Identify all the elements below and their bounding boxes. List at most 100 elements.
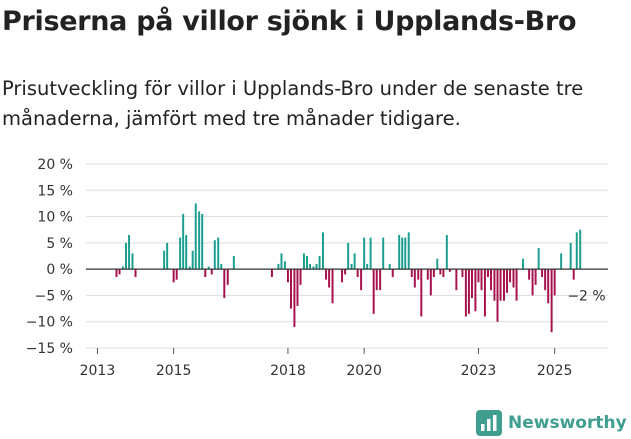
bar	[496, 269, 499, 322]
bar-chart-logo-icon	[476, 410, 502, 436]
bar	[375, 269, 378, 291]
bar	[407, 232, 410, 270]
y-tick-label: −5 %	[35, 288, 73, 304]
bar	[270, 269, 273, 278]
bar	[232, 256, 235, 270]
bar	[499, 269, 502, 301]
bar	[366, 263, 369, 270]
x-tick-label: 2015	[156, 363, 192, 379]
bar	[347, 242, 350, 270]
y-tick-label: 5 %	[46, 236, 73, 252]
bar	[569, 242, 572, 270]
bar	[223, 269, 226, 299]
bar	[522, 258, 525, 270]
bar	[531, 269, 534, 296]
bar	[486, 269, 489, 278]
bar	[382, 237, 385, 270]
bar	[185, 234, 188, 270]
bar	[388, 263, 391, 270]
bar	[391, 269, 394, 278]
bar	[204, 269, 207, 278]
bar	[315, 263, 318, 270]
y-tick-label: −10 %	[26, 315, 73, 331]
bar	[436, 258, 439, 270]
bar	[442, 269, 445, 278]
x-tick-label: 2020	[346, 363, 382, 379]
y-tick-label: −15 %	[26, 341, 73, 357]
bar	[277, 263, 280, 270]
x-axis: 2013 2015 2018 2020 2023 2025	[80, 348, 573, 379]
newsworthy-logo: Newsworthy	[476, 410, 627, 436]
bar	[464, 269, 467, 317]
bar	[220, 263, 223, 270]
bar	[579, 229, 582, 270]
bar	[296, 269, 299, 306]
bar	[188, 266, 191, 270]
x-tick-label: 2025	[537, 363, 573, 379]
bar	[115, 269, 118, 278]
bar	[560, 253, 563, 270]
last-value-annotation: −2 %	[567, 289, 605, 305]
y-tick-label: 20 %	[37, 157, 73, 173]
bar	[420, 269, 423, 317]
bar	[455, 269, 458, 291]
bar	[575, 232, 578, 270]
bar	[318, 256, 321, 270]
bar	[512, 269, 515, 288]
bar	[293, 269, 296, 327]
bar	[515, 269, 518, 301]
bar	[474, 269, 477, 312]
bar	[541, 269, 544, 278]
bar	[166, 242, 169, 270]
y-axis-labels: 20 % 15 % 10 % 5 % 0 % −5 % −10 % −15 %	[26, 157, 73, 357]
x-tick-label: 2018	[270, 363, 306, 379]
bar	[344, 269, 347, 275]
bar	[445, 234, 448, 270]
bar	[477, 269, 480, 283]
bars	[115, 203, 582, 333]
chart-subtitle: Prisutveckling för villor i Upplands-Bro…	[2, 77, 584, 130]
bar	[547, 269, 550, 304]
bar	[363, 237, 366, 270]
bar	[404, 237, 407, 270]
bar	[286, 269, 289, 283]
bar	[198, 211, 201, 270]
bar	[410, 269, 413, 278]
bar	[401, 237, 404, 270]
bar	[356, 269, 359, 278]
bar	[207, 266, 210, 270]
chart-title: Priserna på villor sjönk i Upplands-Bro	[2, 6, 577, 37]
bar	[379, 269, 382, 291]
bar	[372, 269, 375, 314]
bar	[506, 269, 509, 293]
bar	[283, 261, 286, 270]
bar	[490, 269, 493, 291]
bar	[194, 203, 197, 270]
bar	[467, 269, 470, 314]
y-tick-label: 15 %	[37, 183, 73, 199]
bar	[210, 269, 213, 275]
bar	[429, 269, 432, 296]
bar	[509, 269, 512, 283]
bar	[299, 269, 302, 285]
bar	[280, 253, 283, 270]
bar	[175, 269, 178, 280]
bar	[302, 253, 305, 270]
bar	[448, 269, 451, 272]
bar	[341, 269, 344, 283]
bar	[369, 237, 372, 270]
bar	[493, 269, 496, 301]
bar	[413, 269, 416, 288]
bar	[360, 269, 363, 291]
bar	[325, 269, 328, 280]
bar	[432, 269, 435, 278]
bar	[125, 242, 127, 270]
bar	[172, 269, 175, 283]
bar	[398, 234, 401, 270]
bar	[470, 269, 473, 299]
bar	[528, 269, 531, 280]
bar	[426, 269, 429, 280]
bar	[163, 250, 166, 270]
bar	[201, 213, 204, 270]
